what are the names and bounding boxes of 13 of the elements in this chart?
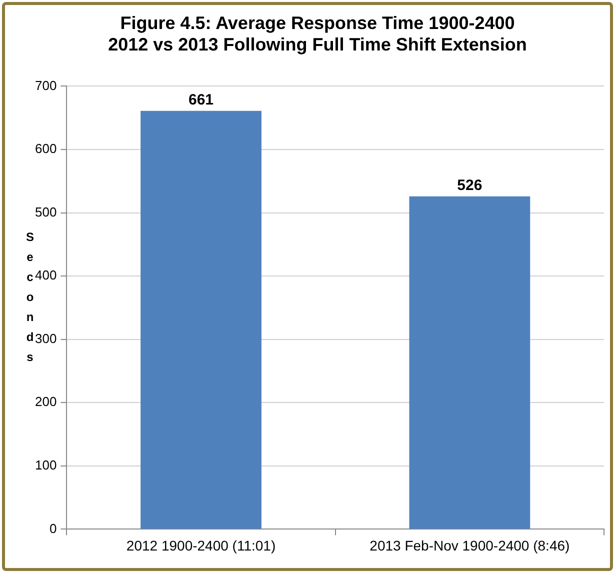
y-tick-label: 200	[34, 394, 57, 410]
data-label: 526	[457, 176, 482, 194]
y-tick-label: 700	[34, 78, 57, 93]
y-tick-label: 600	[34, 141, 57, 156]
data-label: 661	[188, 92, 214, 109]
x-tick-label: 2012 1900-2400 (11:01)	[126, 537, 276, 554]
y-tick-label: 400	[34, 268, 57, 283]
y-tick-label: 100	[34, 457, 57, 472]
y-tick-label: 300	[34, 330, 57, 346]
chart-title: Figure 4.5: Average Response Time 1900-2400 2012 vs 2013 Following Full Time Shift Extension	[108, 12, 527, 54]
x-tick-label: 2013 Feb-Nov 1900-2400 (8:46)	[370, 537, 570, 554]
y-tick-label: 0	[49, 520, 57, 536]
y-tick-label: 500	[34, 204, 57, 220]
